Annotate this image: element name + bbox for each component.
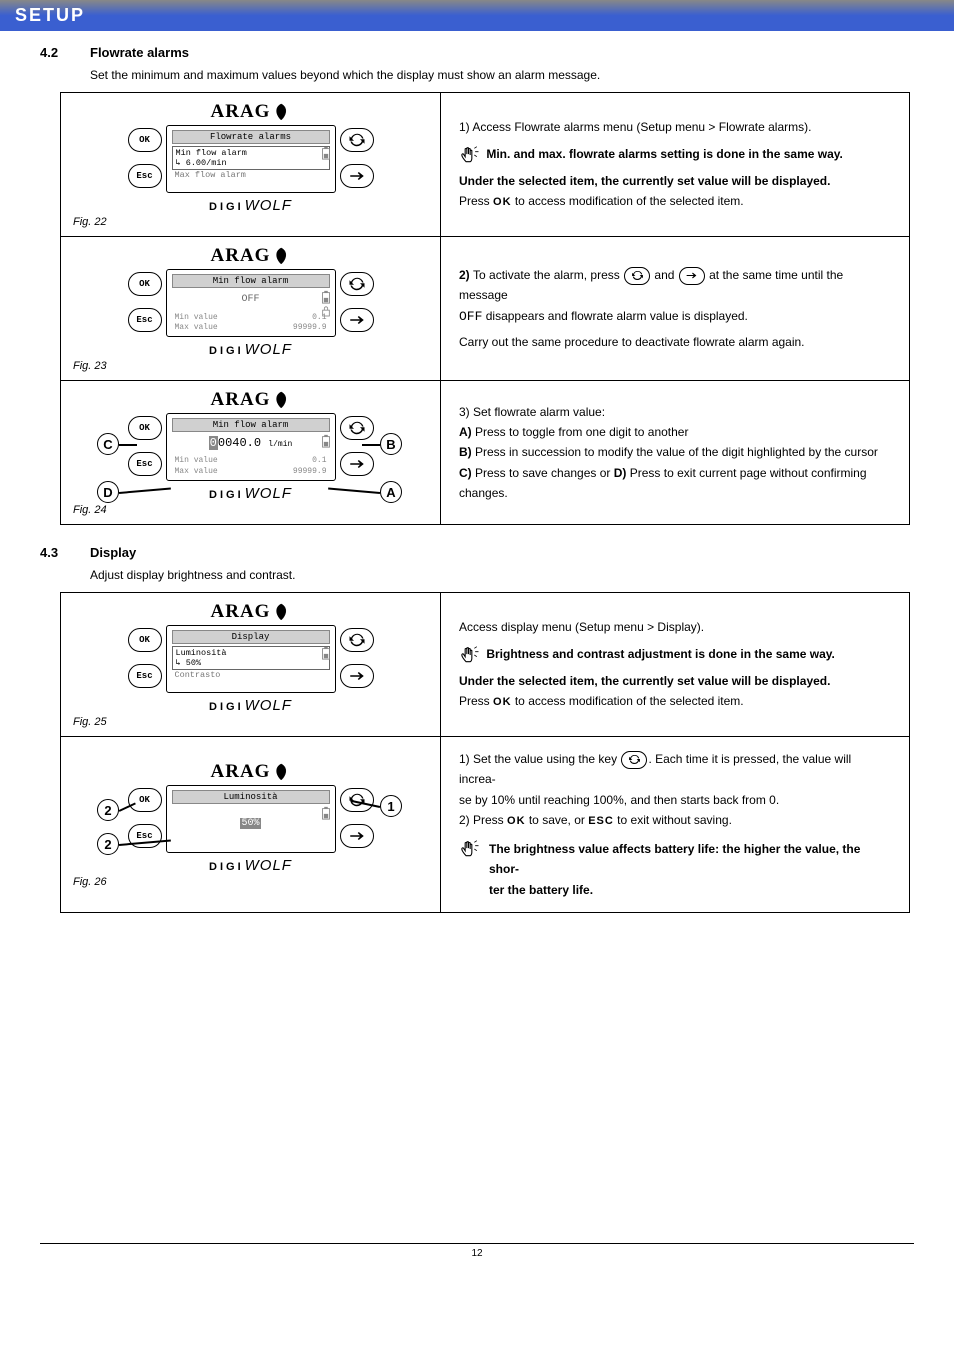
cycle-button[interactable] xyxy=(340,628,374,652)
cycle-button[interactable] xyxy=(340,416,374,440)
arrow-button[interactable] xyxy=(340,164,374,188)
digiwolf-logo: DIGIWOLF xyxy=(209,485,292,502)
fig24-cell: OK Esc ARAG Min flow alarm 00040.0 l/min… xyxy=(61,381,441,525)
fig-label: Fig. 26 xyxy=(73,876,428,888)
arrow-icon xyxy=(348,311,366,329)
arrow-button[interactable] xyxy=(340,824,374,848)
leaf-icon xyxy=(274,391,290,409)
esc-button[interactable]: Esc xyxy=(128,164,162,188)
fig26-cell: OK Esc ARAG Luminosità 50% DIGIWOLF 1 2 … xyxy=(61,737,441,913)
section-title: Flowrate alarms xyxy=(90,45,189,60)
lcd-screen: Luminosità 50% xyxy=(166,785,336,853)
arrow-button[interactable] xyxy=(340,664,374,688)
arrow-icon xyxy=(348,167,366,185)
arrow-icon xyxy=(348,667,366,685)
fig23-cell: OK Esc ARAG Min flow alarm OFF Min value… xyxy=(61,237,441,381)
section-title: Display xyxy=(90,545,136,560)
ok-button[interactable]: OK xyxy=(128,628,162,652)
cycle-button[interactable] xyxy=(340,128,374,152)
esc-button[interactable]: Esc xyxy=(128,308,162,332)
fig22-24-table: OK Esc ARAG Flowrate alarms Min flow ala… xyxy=(60,92,910,525)
lcd-screen: Flowrate alarms Min flow alarm↳ 6.00/min… xyxy=(166,125,336,193)
cycle-button[interactable] xyxy=(340,272,374,296)
lcd-screen: Min flow alarm OFF Min value0.1 Max valu… xyxy=(166,269,336,337)
arrow-icon xyxy=(348,455,366,473)
fig-label: Fig. 23 xyxy=(73,360,428,372)
cycle-icon xyxy=(348,275,366,293)
section-desc: Set the minimum and maximum values beyon… xyxy=(90,68,914,82)
marker-b: B xyxy=(380,433,402,455)
fig-label: Fig. 25 xyxy=(73,716,428,728)
arrow-button[interactable] xyxy=(340,308,374,332)
marker-1: 1 xyxy=(380,795,402,817)
leaf-icon xyxy=(274,763,290,781)
arag-logo: ARAG xyxy=(211,389,291,411)
setup-header: SETUP xyxy=(0,0,954,31)
cycle-key xyxy=(621,751,647,769)
hand-icon xyxy=(459,145,483,165)
arrow-button[interactable] xyxy=(340,452,374,476)
arrow-icon xyxy=(348,827,366,845)
hand-icon xyxy=(459,839,483,859)
lcd-screen: Display Luminosità↳ 50% Contrasto xyxy=(166,625,336,693)
lock-icon xyxy=(321,305,331,317)
ok-glyph: OK xyxy=(493,196,512,208)
cycle-icon xyxy=(348,631,366,649)
fig26-text: 1) Set the value using the key . Each ti… xyxy=(441,737,910,913)
batt-icon xyxy=(321,290,331,304)
cycle-icon xyxy=(348,131,366,149)
marker-2a: 2 xyxy=(97,799,119,821)
leaf-icon xyxy=(274,603,290,621)
digiwolf-logo: DIGIWOLF xyxy=(209,197,292,214)
section-4-2-heading: 4.2 Flowrate alarms xyxy=(40,45,914,60)
arag-logo: ARAG xyxy=(211,101,291,123)
batt-icon xyxy=(321,806,331,820)
leaf-icon xyxy=(274,247,290,265)
batt-icon xyxy=(321,146,331,160)
marker-2b: 2 xyxy=(97,833,119,855)
section-num: 4.2 xyxy=(40,45,90,60)
ok-button[interactable]: OK xyxy=(128,416,162,440)
fig22-cell: OK Esc ARAG Flowrate alarms Min flow ala… xyxy=(61,93,441,237)
section-4-3-heading: 4.3 Display xyxy=(40,545,914,560)
arag-logo: ARAG xyxy=(211,245,291,267)
hand-icon xyxy=(459,645,483,665)
ok-button[interactable]: OK xyxy=(128,788,162,812)
marker-d: D xyxy=(97,481,119,503)
fig25-26-table: OK Esc ARAG Display Luminosità↳ 50% Cont… xyxy=(60,592,910,913)
digiwolf-logo: DIGIWOLF xyxy=(209,697,292,714)
ok-button[interactable]: OK xyxy=(128,272,162,296)
cycle-key xyxy=(624,267,650,285)
fig25-cell: OK Esc ARAG Display Luminosità↳ 50% Cont… xyxy=(61,593,441,737)
esc-glyph: ESC xyxy=(588,815,614,827)
leaf-icon xyxy=(274,103,290,121)
batt-icon xyxy=(321,434,331,448)
page-number: 12 xyxy=(0,1244,954,1259)
fig-label: Fig. 24 xyxy=(73,504,428,516)
off-glyph: OFF xyxy=(459,309,482,324)
lcd-screen: Min flow alarm 00040.0 l/min Min value0.… xyxy=(166,413,336,481)
arag-logo: ARAG xyxy=(211,601,291,623)
fig24-text: 3) Set flowrate alarm value: A) Press to… xyxy=(441,381,910,525)
ok-glyph: OK xyxy=(507,815,526,827)
cycle-button[interactable] xyxy=(340,788,374,812)
batt-icon xyxy=(321,646,331,660)
marker-a: A xyxy=(380,481,402,503)
digiwolf-logo: DIGIWOLF xyxy=(209,857,292,874)
fig22-text: 1) Access Flowrate alarms menu (Setup me… xyxy=(441,93,910,237)
arrow-key xyxy=(679,267,705,285)
esc-button[interactable]: Esc xyxy=(128,664,162,688)
fig25-text: Access display menu (Setup menu > Displa… xyxy=(441,593,910,737)
ok-glyph: OK xyxy=(493,696,512,708)
fig-label: Fig. 22 xyxy=(73,216,428,228)
section-num: 4.3 xyxy=(40,545,90,560)
marker-c: C xyxy=(97,433,119,455)
fig23-text: 2) To activate the alarm, press and at t… xyxy=(441,237,910,381)
cycle-icon xyxy=(348,419,366,437)
section-desc: Adjust display brightness and contrast. xyxy=(90,568,914,582)
ok-button[interactable]: OK xyxy=(128,128,162,152)
arag-logo: ARAG xyxy=(211,761,291,783)
esc-button[interactable]: Esc xyxy=(128,452,162,476)
digiwolf-logo: DIGIWOLF xyxy=(209,341,292,358)
